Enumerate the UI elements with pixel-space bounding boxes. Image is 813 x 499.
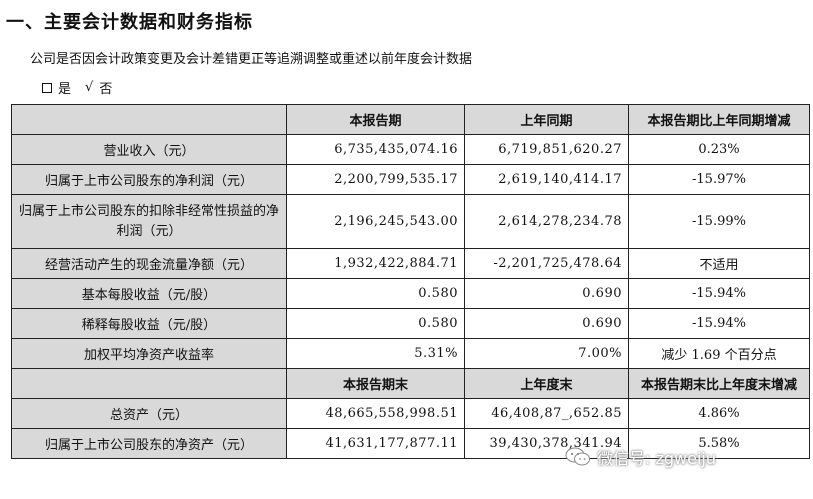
wechat-icon [565, 447, 590, 466]
table-row: 营业收入（元） 6,735,435,074.16 6,719,851,620.2… [11, 134, 810, 165]
header-blank-cell [11, 104, 287, 135]
no-check-mark: √ [85, 80, 94, 95]
restatement-question: 公司是否因会计政策变更及会计差错更正等追溯调整或重述以前年度会计数据 [30, 52, 473, 67]
col-header-prior-end: 上年度末 [464, 368, 629, 399]
prior-value: 46,408,87_,652.85 [464, 398, 629, 429]
current-value: 6,735,435,074.16 [286, 134, 465, 165]
current-value: 48,665,558,998.51 [286, 398, 465, 429]
header-blank-cell [11, 368, 287, 399]
col-header-current: 本报告期 [286, 104, 465, 135]
change-value: 5.58% [628, 428, 810, 459]
prior-value: 0.690 [464, 308, 629, 339]
current-value: 1,932,422,884.71 [286, 248, 465, 279]
change-value: -15.99% [628, 194, 810, 249]
yes-checkbox[interactable] [42, 82, 52, 93]
current-value: 2,200,799,535.17 [286, 164, 465, 195]
table-row: 归属于上市公司股东的净资产（元） 41,631,177,877.11 39,43… [11, 428, 810, 459]
change-value: 不适用 [628, 248, 810, 279]
change-value: -15.97% [628, 164, 810, 195]
col-header-change-end: 本报告期末比上年度末增减 [628, 368, 810, 399]
prior-value: -2,201,725,478.64 [464, 248, 629, 279]
row-label: 营业收入（元） [11, 134, 287, 165]
col-header-current-end: 本报告期末 [286, 368, 465, 399]
prior-value: 2,614,278,234.78 [464, 194, 629, 249]
header-row-period-end: 本报告期末 上年度末 本报告期末比上年度末增减 [11, 368, 810, 399]
table-row: 稀释每股收益（元/股） 0.580 0.690 -15.94% [11, 308, 810, 339]
table-row: 归属于上市公司股东的净利润（元） 2,200,799,535.17 2,619,… [11, 164, 810, 195]
change-value: -15.94% [628, 308, 810, 339]
wechat-watermark: 微信号: zgweiju [565, 445, 716, 469]
yes-label: 是 [58, 82, 72, 97]
prior-value: 0.690 [464, 278, 629, 309]
current-value: 5.31% [286, 338, 465, 369]
prior-value: 2,619,140,414.17 [464, 164, 629, 195]
row-label: 归属于上市公司股东的扣除非经常性损益的净利润（元） [11, 194, 287, 249]
row-label: 总资产（元） [11, 398, 287, 429]
no-label: 否 [99, 82, 113, 97]
current-value: 41,631,177,877.11 [286, 428, 465, 459]
table-row: 基本每股收益（元/股） 0.580 0.690 -15.94% [11, 278, 810, 309]
current-value: 0.580 [286, 278, 465, 309]
header-row: 本报告期 上年同期 本报告期比上年同期增减 [11, 104, 810, 135]
table-row: 加权平均净资产收益率 5.31% 7.00% 减少 1.69 个百分点 [11, 338, 810, 369]
change-value: 减少 1.69 个百分点 [628, 338, 810, 369]
financial-indicators-table: 本报告期 上年同期 本报告期比上年同期增减 营业收入（元） 6,735,435,… [11, 104, 810, 459]
row-label: 加权平均净资产收益率 [11, 338, 287, 369]
prior-value: 39,430,378,341.94 [464, 428, 629, 459]
change-value: 0.23% [628, 134, 810, 165]
section-heading: 一、主要会计数据和财务指标 [6, 12, 253, 33]
restatement-choice: 是 √ 否 [42, 78, 112, 97]
table-row: 归属于上市公司股东的扣除非经常性损益的净利润（元） 2,196,245,543.… [11, 194, 810, 249]
prior-value: 7.00% [464, 338, 629, 369]
row-label: 经营活动产生的现金流量净额（元） [11, 248, 287, 279]
row-label: 稀释每股收益（元/股） [11, 308, 287, 339]
row-label: 归属于上市公司股东的净资产（元） [11, 428, 287, 459]
current-value: 2,196,245,543.00 [286, 194, 465, 249]
change-value: 4.86% [628, 398, 810, 429]
prior-value: 6,719,851,620.27 [464, 134, 629, 165]
row-label: 归属于上市公司股东的净利润（元） [11, 164, 287, 195]
col-header-prior: 上年同期 [464, 104, 629, 135]
current-value: 0.580 [286, 308, 465, 339]
table-row: 经营活动产生的现金流量净额（元） 1,932,422,884.71 -2,201… [11, 248, 810, 279]
row-label: 基本每股收益（元/股） [11, 278, 287, 309]
table-row: 总资产（元） 48,665,558,998.51 46,408,87_,652.… [11, 398, 810, 429]
change-value: -15.94% [628, 278, 810, 309]
watermark-text: 微信号: zgweiju [597, 449, 716, 468]
col-header-change: 本报告期比上年同期增减 [628, 104, 810, 135]
